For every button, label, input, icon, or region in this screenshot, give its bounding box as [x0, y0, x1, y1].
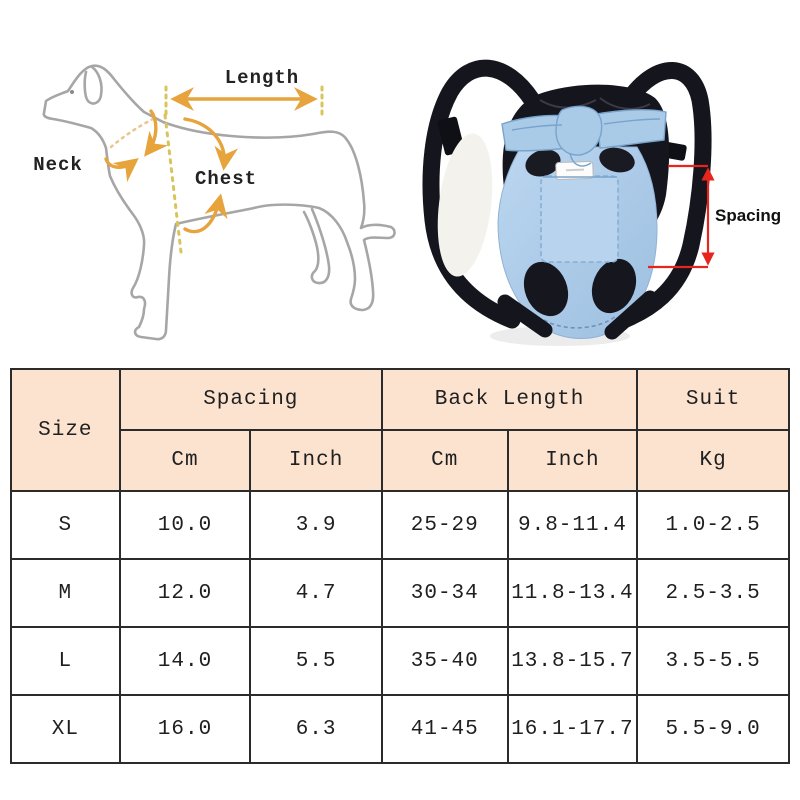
- leg-hole-left: [523, 261, 569, 317]
- neck-label: Neck: [33, 154, 83, 176]
- cell-back-cm: 35-40: [380, 626, 509, 696]
- dog-outline-drawing: [42, 64, 396, 341]
- tie-knot: [555, 105, 603, 156]
- header-back-cm: Cm: [380, 429, 509, 492]
- left-strap-overlay: [497, 294, 553, 338]
- header-size: Size: [10, 368, 121, 492]
- chest-arrow-up: [183, 193, 228, 234]
- dog-measurement-diagram: Length Neck Chest: [33, 64, 396, 341]
- cell-back-cm: 41-45: [380, 694, 509, 764]
- size-table: Size Spacing Back Length Suit Cm Inch Cm…: [10, 368, 790, 764]
- cell-spacing-cm: 14.0: [118, 626, 252, 696]
- cell-back-inch: 16.1-17.7: [506, 694, 639, 764]
- right-strap-overlay: [604, 290, 658, 340]
- carrier-product-photo: Spacing: [422, 59, 781, 346]
- table-row-s: S 10.0 3.9 25-29 9.8-11.4 1.0-2.5: [10, 490, 790, 560]
- cell-size: S: [10, 490, 121, 560]
- table-row-m: M 12.0 4.7 30-34 11.8-13.4 2.5-3.5: [10, 558, 790, 628]
- cell-spacing-inch: 5.5: [249, 626, 383, 696]
- cell-spacing-inch: 4.7: [249, 558, 383, 628]
- header-back-inch: Inch: [506, 429, 639, 492]
- bottom-stitching: [543, 315, 617, 329]
- cell-size: L: [10, 626, 121, 696]
- length-label: Length: [225, 67, 299, 89]
- cell-spacing-cm: 16.0: [118, 694, 252, 764]
- arm-hole-right: [599, 147, 635, 173]
- header-spacing-inch: Inch: [249, 429, 383, 492]
- table-row-xl: XL 16.0 6.3 41-45 16.1-17.7 5.5-9.0: [10, 694, 790, 764]
- cell-spacing-inch: 6.3: [249, 694, 383, 764]
- left-strap: [422, 59, 541, 329]
- header-spacing-cm: Cm: [118, 429, 252, 492]
- cell-back-inch: 11.8-13.4: [506, 558, 639, 628]
- strap-inner-pad: [437, 133, 493, 277]
- cell-back-inch: 13.8-15.7: [506, 626, 639, 696]
- neck-dotted-arc: [109, 117, 155, 149]
- spacing-label: Spacing: [715, 206, 781, 225]
- chest-label: Chest: [195, 168, 257, 190]
- cell-suit-kg: 3.5-5.5: [636, 626, 790, 696]
- cell-spacing-cm: 10.0: [118, 490, 252, 560]
- cell-suit-kg: 5.5-9.0: [636, 694, 790, 764]
- cell-back-inch: 9.8-11.4: [506, 490, 639, 560]
- dog-eye: [70, 90, 74, 94]
- neck-arrow-down: [144, 109, 169, 157]
- chest-arrow-down: [183, 117, 239, 171]
- spacing-annotation: [648, 164, 715, 269]
- knot-drape: [569, 152, 592, 167]
- cell-back-cm: 25-29: [380, 490, 509, 560]
- neck-arrow-up: [104, 157, 139, 183]
- tie-band: [501, 105, 667, 167]
- cell-size: M: [10, 558, 121, 628]
- tie-fold-lines: [511, 118, 661, 131]
- dog-body-outline: [42, 64, 396, 341]
- cell-suit-kg: 2.5-3.5: [636, 558, 790, 628]
- arm-hole-left: [525, 149, 561, 177]
- leg-hole-right: [591, 258, 637, 314]
- dog-ear-outline: [83, 65, 103, 105]
- header-suit-kg: Kg: [636, 429, 790, 492]
- dog-far-hind-leg: [302, 207, 331, 285]
- dotted-guides: [109, 85, 324, 254]
- measure-arrows: [104, 87, 318, 234]
- cell-back-cm: 30-34: [380, 558, 509, 628]
- header-suit: Suit: [636, 368, 790, 431]
- cell-spacing-cm: 12.0: [118, 558, 252, 628]
- table-row-l: L 14.0 5.5 35-40 13.8-15.7 3.5-5.5: [10, 626, 790, 696]
- header-spacing: Spacing: [118, 368, 383, 431]
- cell-spacing-inch: 3.9: [249, 490, 383, 560]
- cell-suit-kg: 1.0-2.5: [636, 490, 790, 560]
- chest-dotted-line: [163, 113, 183, 254]
- front-pocket: [540, 175, 619, 263]
- header-back-length: Back Length: [380, 368, 639, 431]
- cell-size: XL: [10, 694, 121, 764]
